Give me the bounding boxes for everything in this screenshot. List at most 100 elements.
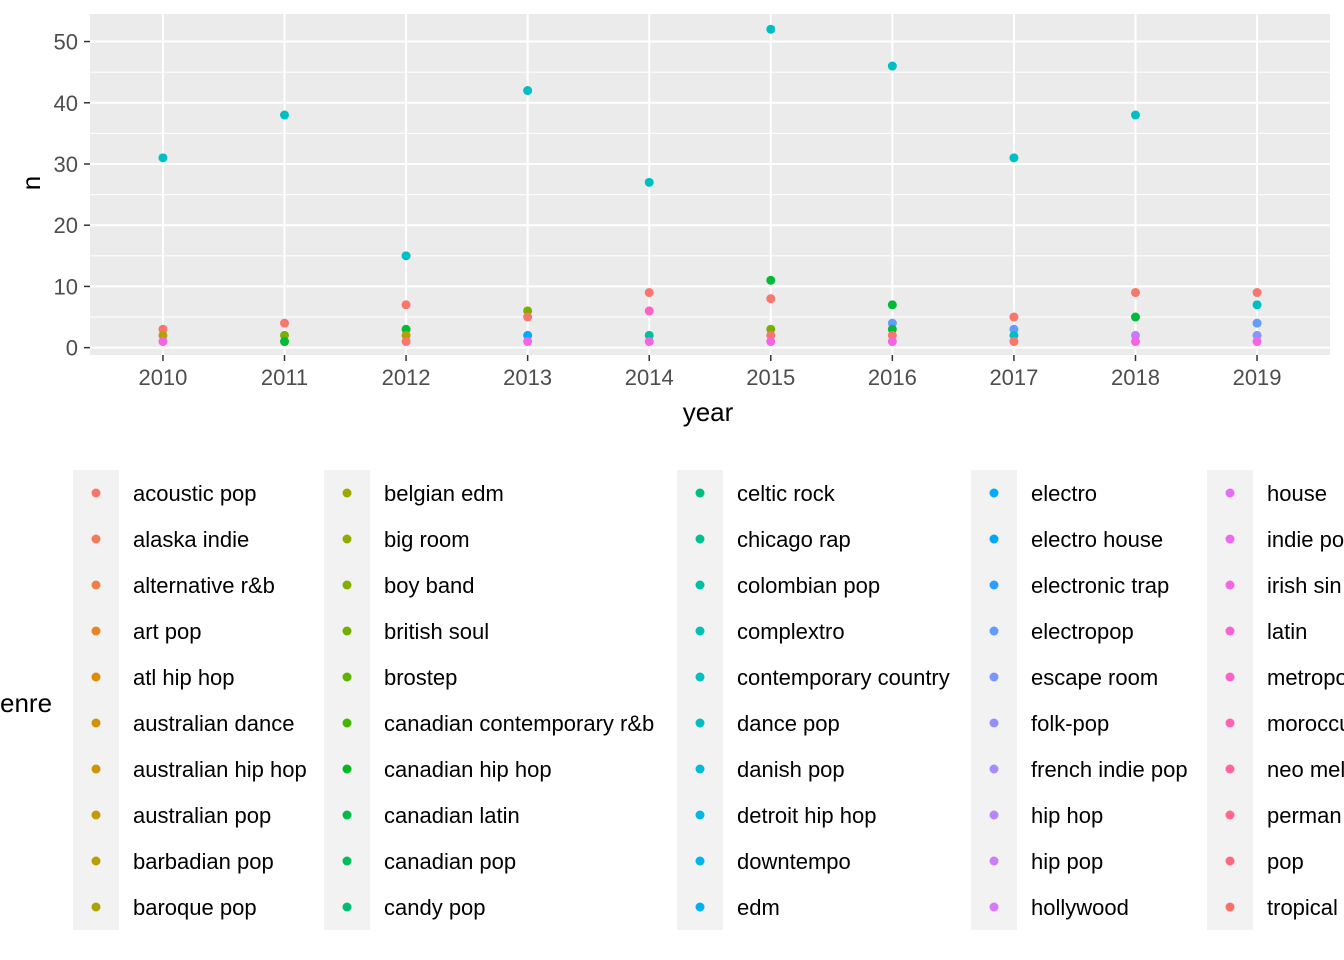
legend-key xyxy=(695,580,705,590)
legend-label: dance pop xyxy=(737,711,840,736)
legend-label: british soul xyxy=(384,619,489,644)
legend-label: art pop xyxy=(133,619,202,644)
legend-label: pop xyxy=(1267,849,1304,874)
legend-title: enre xyxy=(0,688,52,718)
legend-label: belgian edm xyxy=(384,481,504,506)
axes: 0 10 20 30 40 50 2010 2011 2012 2013 2014 2015 2016 2… xyxy=(54,30,1282,390)
legend-key xyxy=(989,626,999,636)
data-point xyxy=(401,300,411,310)
legend-key xyxy=(342,534,352,544)
legend-key xyxy=(695,626,705,636)
legend-key xyxy=(342,856,352,866)
legend-key xyxy=(1225,902,1235,912)
data-point xyxy=(280,337,290,347)
legend-key xyxy=(695,488,705,498)
data-point xyxy=(766,275,776,285)
legend-label: australian hip hop xyxy=(133,757,307,782)
data-point xyxy=(158,153,168,163)
data-point xyxy=(644,288,654,298)
legend-label: electropop xyxy=(1031,619,1134,644)
x-tick-label: 2011 xyxy=(261,365,308,390)
legend-label: moroccu xyxy=(1267,711,1344,736)
legend-label: latin xyxy=(1267,619,1307,644)
x-tick-label: 2017 xyxy=(989,365,1038,390)
legend-label: canadian latin xyxy=(384,803,520,828)
data-point xyxy=(523,337,533,347)
legend-label: edm xyxy=(737,895,780,920)
legend-label: acoustic pop xyxy=(133,481,257,506)
legend-label: canadian contemporary r&b xyxy=(384,711,654,736)
legend-key xyxy=(1225,534,1235,544)
data-point xyxy=(523,86,533,96)
legend-key xyxy=(342,810,352,820)
legend-label: downtempo xyxy=(737,849,851,874)
legend-key xyxy=(989,810,999,820)
legend-label: hollywood xyxy=(1031,895,1129,920)
legend-label: contemporary country xyxy=(737,665,950,690)
legend-label: danish pop xyxy=(737,757,845,782)
data-point xyxy=(887,61,897,71)
legend-key xyxy=(1225,488,1235,498)
legend-key xyxy=(91,534,101,544)
data-point xyxy=(401,337,411,347)
x-tick-label: 2012 xyxy=(382,365,431,390)
data-point xyxy=(766,294,776,304)
legend-label: canadian pop xyxy=(384,849,516,874)
legend-label: boy band xyxy=(384,573,475,598)
legend-label: electro house xyxy=(1031,527,1163,552)
legend-key xyxy=(91,856,101,866)
legend-key-background xyxy=(324,470,370,930)
legend-key xyxy=(342,672,352,682)
y-tick-label: 10 xyxy=(54,274,78,299)
legend-key xyxy=(91,672,101,682)
legend-label: barbadian pop xyxy=(133,849,274,874)
data-point xyxy=(644,306,654,316)
legend-key xyxy=(695,534,705,544)
legend-key xyxy=(989,856,999,866)
legend-label: chicago rap xyxy=(737,527,851,552)
legend-label: big room xyxy=(384,527,470,552)
legend-label: alaska indie xyxy=(133,527,249,552)
data-point xyxy=(523,312,533,322)
legend-key xyxy=(342,488,352,498)
legend-key xyxy=(1225,856,1235,866)
legend-label: complextro xyxy=(737,619,845,644)
data-point xyxy=(280,110,290,120)
legend-key-background xyxy=(1207,470,1253,930)
legend-label: alternative r&b xyxy=(133,573,275,598)
legend-label: neo mel xyxy=(1267,757,1344,782)
data-point xyxy=(401,251,411,261)
legend-key xyxy=(91,488,101,498)
data-point xyxy=(280,318,290,328)
legend-key xyxy=(989,902,999,912)
legend-key xyxy=(1225,718,1235,728)
x-tick-label: 2019 xyxy=(1233,365,1282,390)
y-tick-label: 40 xyxy=(54,91,78,116)
y-tick-label: 30 xyxy=(54,152,78,177)
legend-key-background xyxy=(73,470,119,930)
data-point xyxy=(1130,288,1140,298)
legend-label: baroque pop xyxy=(133,895,257,920)
legend-key xyxy=(342,764,352,774)
x-tick-label: 2016 xyxy=(868,365,917,390)
legend-key xyxy=(989,580,999,590)
legend-label: escape room xyxy=(1031,665,1158,690)
legend-key xyxy=(91,580,101,590)
legend-label: brostep xyxy=(384,665,457,690)
legend-label: canadian hip hop xyxy=(384,757,552,782)
legend-label: electronic trap xyxy=(1031,573,1169,598)
legend-label: celtic rock xyxy=(737,481,836,506)
legend-key xyxy=(695,718,705,728)
y-tick-label: 20 xyxy=(54,213,78,238)
legend-key xyxy=(342,580,352,590)
legend-key xyxy=(342,902,352,912)
legend-key xyxy=(989,718,999,728)
x-tick-label: 2018 xyxy=(1111,365,1160,390)
y-tick-label: 0 xyxy=(66,336,78,361)
legend-label: irish sin xyxy=(1267,573,1342,598)
legend-label: metropo xyxy=(1267,665,1344,690)
x-tick-label: 2015 xyxy=(746,365,795,390)
data-point xyxy=(887,337,897,347)
data-point xyxy=(1009,153,1019,163)
